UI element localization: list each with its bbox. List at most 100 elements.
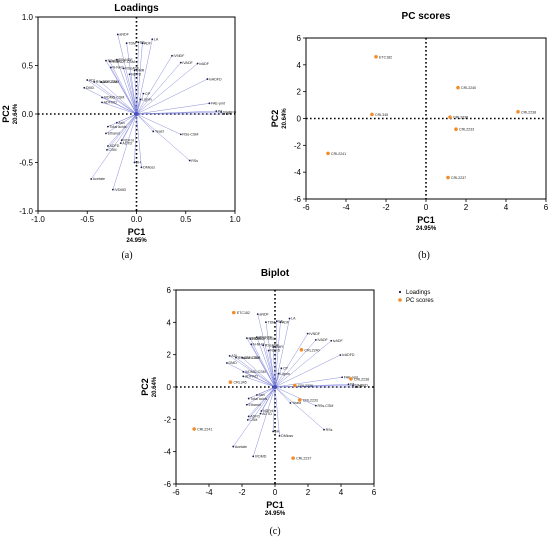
loading-point (249, 338, 252, 340)
loading-vector (100, 81, 137, 115)
loading-point (250, 343, 253, 346)
score-label: CRL2238 (354, 377, 369, 381)
score-point (326, 151, 330, 156)
y-tick-label: -0.5 (19, 159, 33, 168)
chart-title: Biplot (261, 268, 290, 279)
score-point (293, 383, 297, 388)
loading-point (188, 159, 191, 162)
score-label: CRL2237 (451, 176, 466, 180)
loading-label: NDFnt (123, 138, 133, 142)
loading-vector (136, 55, 173, 115)
score-label: CRL2233 (459, 128, 474, 132)
score-label: CRL345 (233, 381, 246, 385)
x-tick-label: 0.0 (131, 215, 143, 224)
loading-vector (101, 102, 137, 115)
x-tick-label: 2 (464, 203, 469, 212)
loading-label: IvADFD (342, 353, 355, 357)
loading-label: RSsNDF-CSM (252, 337, 275, 341)
loading-label: ADFD (250, 415, 260, 419)
loading-vector (136, 113, 142, 168)
loading-point (106, 148, 108, 151)
loading-label: GP (357, 385, 363, 389)
score-label: ETC182 (379, 55, 392, 59)
loading-label: ADFD (110, 144, 120, 148)
loading-point (255, 394, 258, 396)
score-point (228, 380, 233, 384)
loading-vector (247, 386, 276, 421)
loading-vector (123, 68, 137, 115)
x-axis-sublabel: 24.95% (126, 238, 147, 244)
x-tick-label: -1.0 (31, 215, 45, 224)
score-point (291, 456, 295, 460)
loading-label: TDM (268, 320, 276, 324)
loading-label: IVNDFD (355, 383, 369, 387)
score-point (192, 427, 196, 431)
x-tick-label: 2 (306, 488, 311, 497)
loading-point (122, 67, 125, 70)
loading-label: RSsNDF (118, 58, 133, 62)
loading-label: DMD (86, 86, 95, 90)
loading-vector (136, 62, 181, 115)
loading-point (330, 339, 333, 342)
loading-label: Lignin (280, 372, 290, 376)
loading-point (272, 430, 275, 433)
loading-vector (253, 386, 276, 457)
loading-label: ADFIVD (245, 375, 259, 379)
score-label: ETC182 (237, 311, 250, 315)
loading-label: NDFD (270, 349, 280, 353)
loading-label: NDFnt (263, 409, 273, 413)
loading-point (247, 415, 250, 418)
x-axis-label: PC1 (128, 227, 146, 237)
loading-point (151, 38, 154, 41)
loading-vector (87, 79, 137, 115)
loading-point (107, 145, 109, 147)
loading-point (107, 125, 109, 128)
loading-point (288, 317, 291, 320)
loading-label: N-NH3 (253, 343, 264, 347)
loading-vector (248, 386, 276, 417)
loading-point (206, 78, 209, 80)
y-tick-label: 0 (167, 383, 172, 392)
loading-vector (274, 373, 279, 388)
loading-vector (262, 345, 276, 388)
loading-point (83, 86, 86, 89)
loading-vector (233, 386, 276, 447)
x-tick-label: 4 (339, 488, 344, 497)
score-label: CRL2237 (296, 457, 311, 461)
loading-label: RSsADF (265, 343, 280, 347)
loading-label: IVDMD-CSM (245, 370, 266, 374)
loading-vector (274, 386, 325, 430)
y-tick-label: 4 (167, 318, 172, 327)
loading-vector (272, 346, 276, 388)
loading-label: IVADF (182, 61, 193, 65)
score-point (374, 54, 378, 59)
loading-label: RSsDM (248, 336, 260, 340)
loading-label: Ash (118, 121, 124, 125)
loading-label: PA (218, 109, 223, 113)
loading-label: Total acids (250, 397, 267, 401)
loading-label: CSM (109, 148, 117, 152)
loading-label: Acetate (235, 445, 247, 449)
loading-label: pH (275, 430, 280, 434)
loading-label: ADF (282, 320, 290, 324)
loading-point (86, 79, 89, 81)
loading-point (226, 362, 228, 364)
score-label: CRL2241 (197, 428, 212, 432)
loading-vector (109, 61, 137, 115)
loading-point (179, 133, 182, 136)
x-tick-label: 0 (424, 203, 429, 212)
y-axis-label: PC2 (1, 105, 11, 123)
loading-point (245, 403, 248, 406)
loading-point (119, 142, 122, 145)
loading-vector (274, 386, 280, 436)
score-point (299, 348, 304, 352)
loading-vector (112, 113, 137, 190)
loading-vector (91, 113, 137, 180)
loading-point (115, 58, 118, 61)
loading-point (133, 161, 136, 164)
loading-vector (129, 74, 137, 115)
y-tick-label: 4 (297, 61, 302, 70)
loading-point (171, 54, 173, 57)
loading-label: Ash (258, 393, 264, 397)
loading-point (109, 66, 112, 69)
